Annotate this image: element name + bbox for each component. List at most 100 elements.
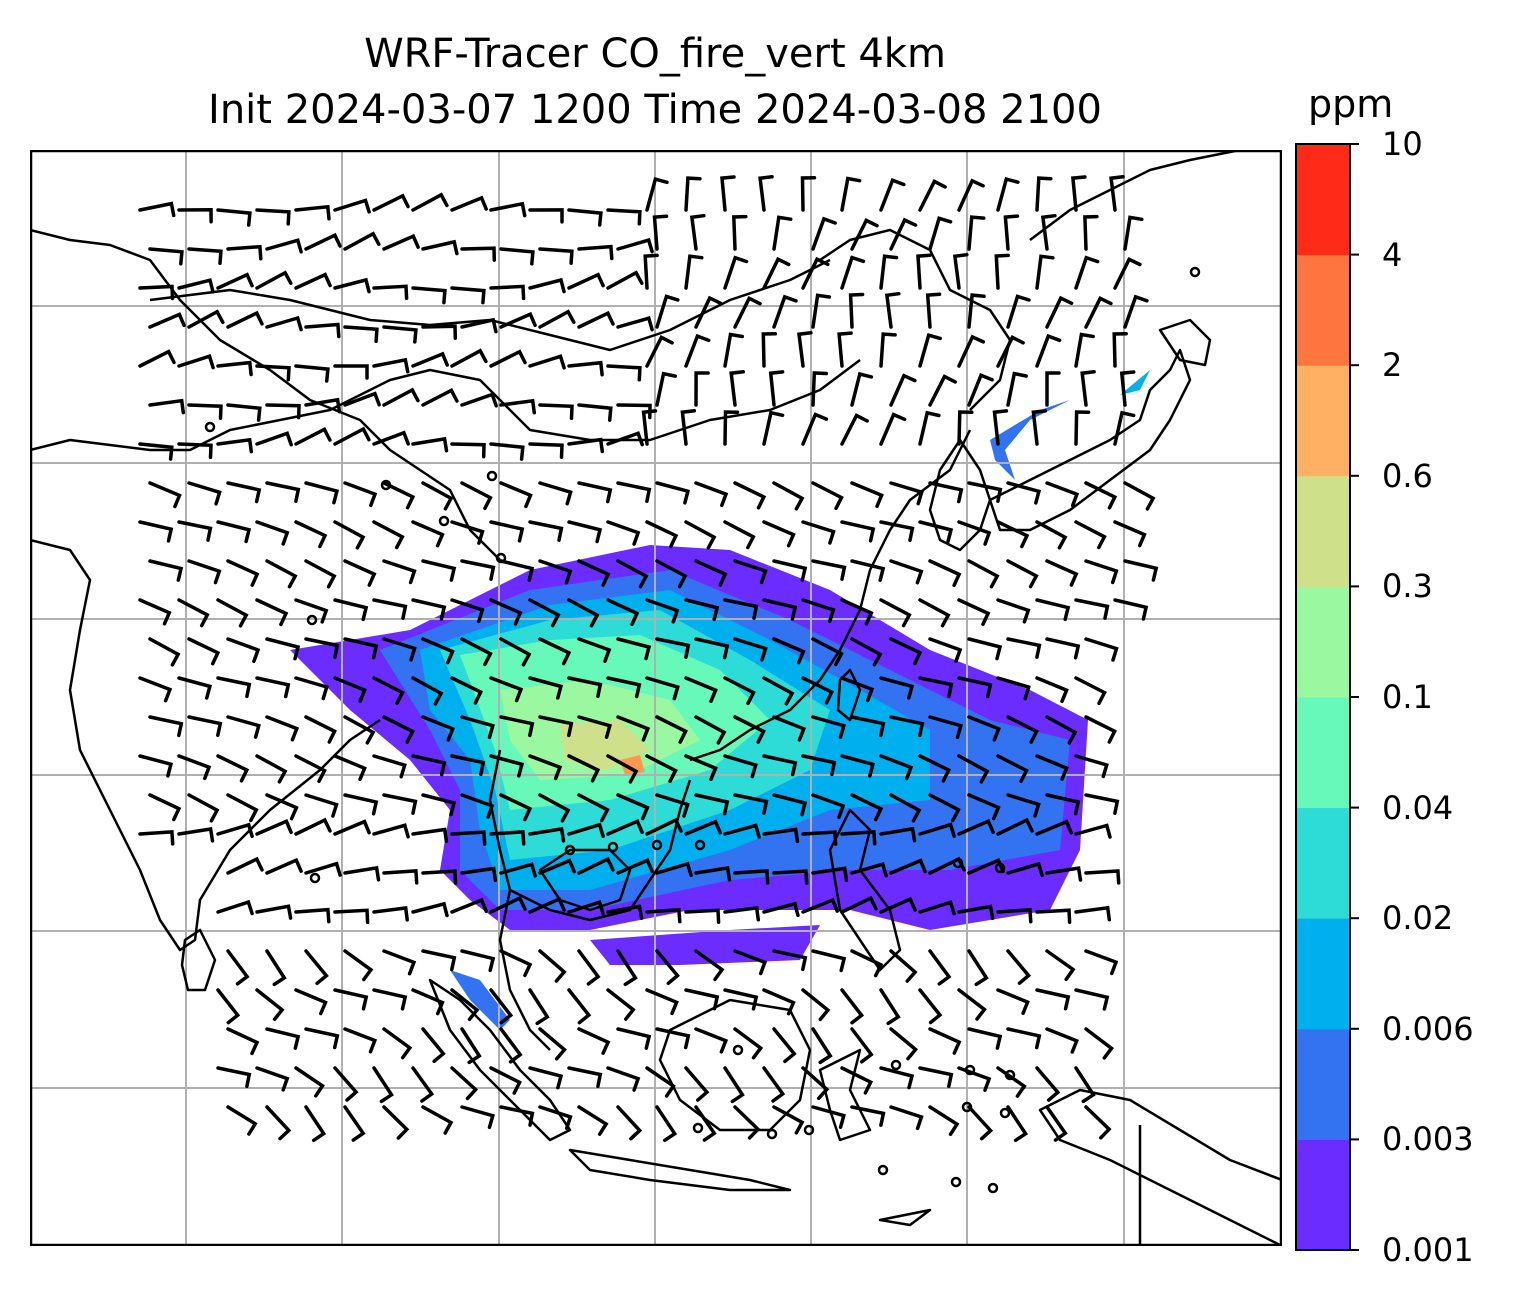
wind-barb (1035, 333, 1062, 368)
wind-barb (460, 246, 497, 262)
wind-barb (1006, 715, 1039, 744)
wind-barb (382, 869, 419, 885)
wind-barb (641, 409, 658, 446)
wind-barb (333, 364, 369, 380)
wind-barb (733, 559, 768, 585)
wind-barb (411, 1066, 435, 1103)
calm-wind-marker (694, 839, 706, 851)
wind-barb (840, 1066, 874, 1095)
wind-barb (577, 244, 614, 261)
wind-barb (606, 904, 644, 920)
wind-barb (1006, 793, 1041, 818)
wind-barb (216, 272, 254, 290)
wind-barb (1119, 370, 1136, 407)
wind-barb (996, 907, 1033, 924)
russia-far-east (1029, 150, 1241, 241)
colorbar-segment (1296, 144, 1350, 256)
calm-wind-marker (877, 1164, 889, 1176)
calm-wind-marker (1189, 266, 1201, 278)
wind-barb (528, 598, 561, 628)
wind-barb (499, 1027, 523, 1064)
wind-barb (918, 822, 956, 838)
wind-barb (421, 869, 458, 885)
wind-barb (567, 1066, 603, 1089)
wind-barb (538, 858, 576, 875)
wind-barb (889, 481, 924, 506)
wind-barb (489, 598, 523, 626)
map-panel (30, 150, 1282, 1246)
wind-barb (889, 217, 918, 251)
wind-barb (372, 520, 405, 550)
wind-barb (567, 208, 603, 227)
wind-barb (889, 858, 927, 875)
wind-barb (684, 254, 704, 290)
wind-barb (918, 179, 947, 212)
wind-barb (460, 866, 498, 883)
wind-barb (265, 949, 287, 987)
calm-wind-marker (964, 1064, 976, 1076)
wind-barb (655, 1027, 691, 1050)
sri-lanka (180, 928, 217, 992)
wind-barb (138, 598, 172, 626)
wind-barb (1045, 715, 1078, 745)
wind-barb (772, 637, 806, 665)
japan-honshu (988, 348, 1192, 532)
wind-barb (645, 520, 679, 549)
wind-barb (538, 637, 572, 666)
wind-barb (723, 988, 759, 1011)
wind-barb (733, 715, 766, 744)
wind-barb (1035, 520, 1068, 550)
wind-barb (177, 826, 215, 843)
wind-barb (837, 331, 853, 368)
wind-barb (918, 520, 954, 544)
wind-barb (1070, 175, 1087, 212)
wind-barb (801, 520, 836, 545)
wind-barb (655, 637, 691, 659)
colorbar-segment (1296, 918, 1350, 1030)
wind-barb (1084, 481, 1118, 510)
wind-barb (177, 598, 210, 628)
wind-barb (957, 178, 985, 212)
wind-barb (879, 520, 915, 542)
wind-barb (616, 1105, 643, 1141)
wind-barb (528, 442, 564, 459)
wind-barb (889, 637, 923, 666)
wind-barb (255, 904, 293, 920)
wind-barb (343, 391, 381, 407)
wind-barb (879, 988, 901, 1026)
plume-sumatra-patch (450, 970, 510, 1030)
colorbar-segment (1296, 475, 1350, 587)
wind-barb (1003, 214, 1020, 251)
wind-barb (957, 334, 986, 368)
wind-barb (528, 354, 566, 370)
wind-barb (1074, 988, 1110, 1011)
wind-barb (216, 676, 252, 699)
wind-barb (918, 410, 941, 446)
wind-barb (850, 637, 883, 667)
wind-barb (538, 793, 571, 823)
wind-barb (304, 322, 341, 339)
wind-barb (655, 481, 691, 505)
wind-barb (1035, 908, 1072, 924)
wind-barb (265, 637, 301, 661)
wind-barb (889, 949, 918, 983)
colorbar-tick-label: 2 (1382, 346, 1403, 385)
wind-barb (1035, 988, 1071, 1011)
wind-barb (694, 559, 728, 587)
wind-barb (772, 559, 808, 582)
wind-barb (577, 310, 615, 329)
wind-barb (226, 1027, 260, 1056)
wind-barb (265, 1105, 292, 1141)
wind-barb (333, 520, 366, 550)
wind-barb (694, 949, 725, 982)
wind-barb (850, 481, 884, 509)
wind-barb (616, 949, 638, 987)
wind-barb (343, 793, 379, 816)
wind-barb (421, 1027, 446, 1064)
malay-peninsula (498, 889, 551, 1051)
wind-barb (567, 822, 605, 838)
wind-barb (645, 907, 682, 924)
wind-barb (1074, 823, 1112, 839)
wind-barb (928, 637, 963, 663)
wind-barb (996, 754, 1029, 784)
